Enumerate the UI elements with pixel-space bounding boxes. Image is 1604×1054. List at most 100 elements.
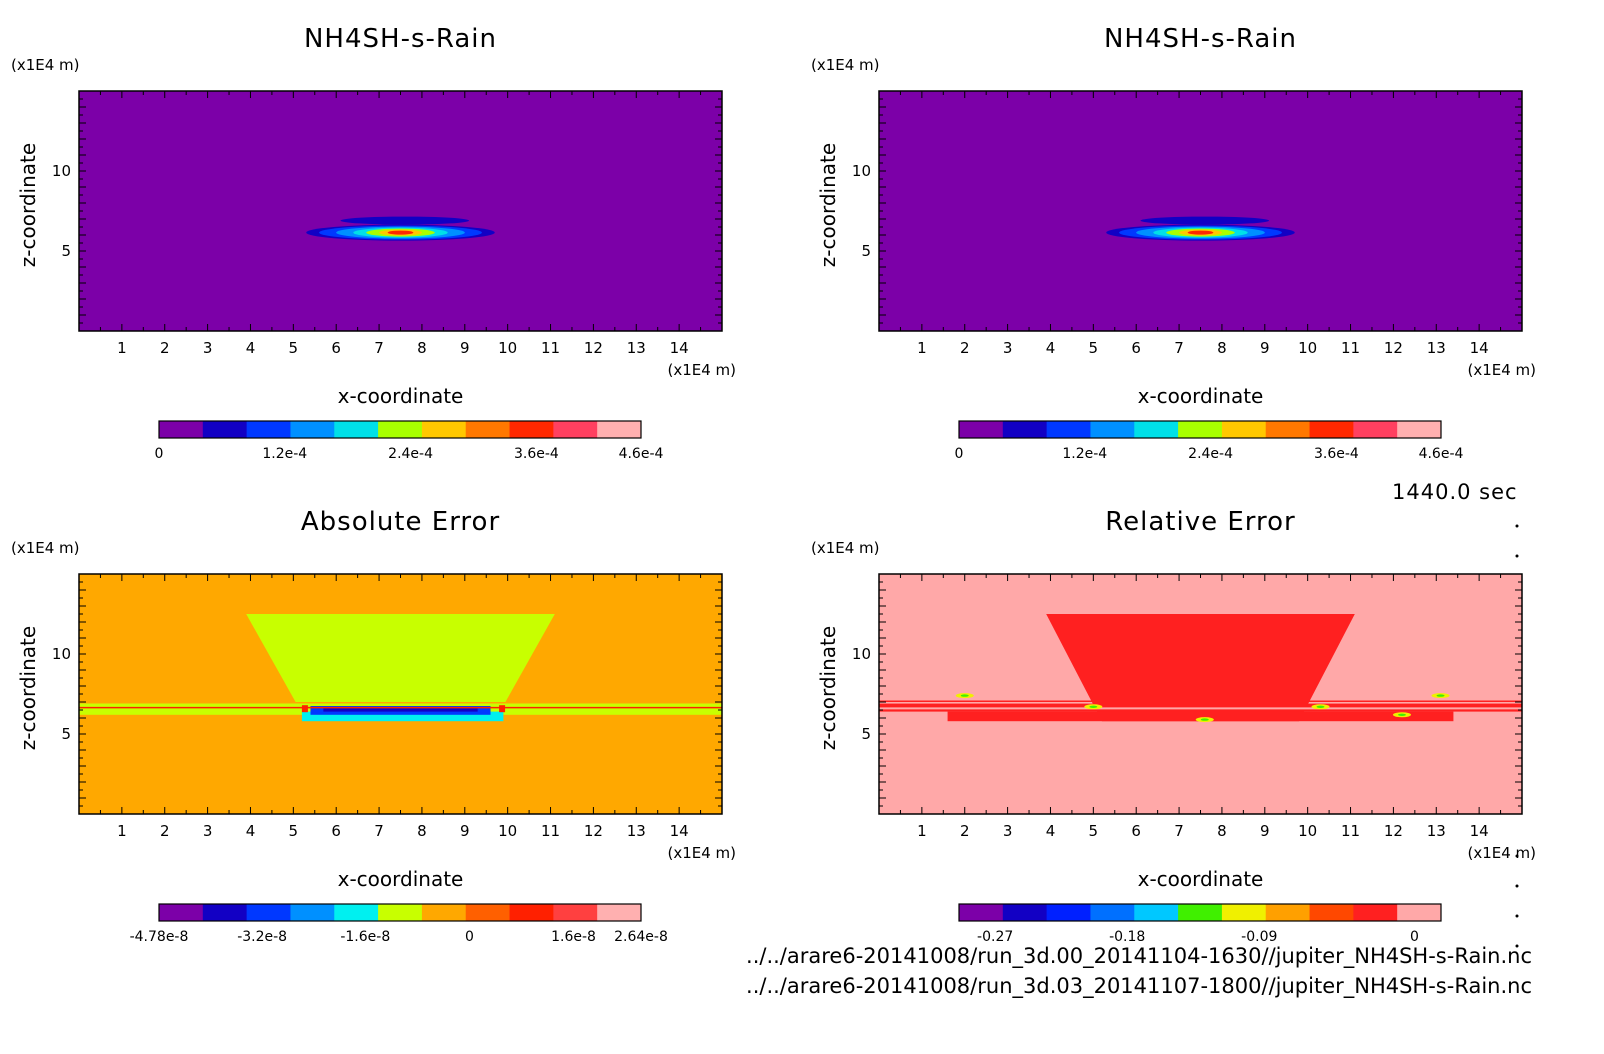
colorbar-label: 0 [955,446,964,462]
colorbar-swatch [378,904,423,921]
x-tick-label: 9 [460,822,470,840]
colorbar-swatch [1134,421,1179,438]
x-tick-label: 14 [1470,822,1489,840]
colorbar-swatch [378,421,423,438]
colorbar-swatch [553,904,598,921]
x-tick-label: 11 [541,339,560,357]
field-background [79,91,722,331]
colorbar-swatch [1178,421,1223,438]
x-tick-label: 10 [498,339,517,357]
colorbar-swatch [290,421,335,438]
colorbar-label: -0.18 [1109,929,1145,945]
colorbar-swatch [1046,904,1091,921]
x-tick-label: 5 [289,822,299,840]
x-tick-label: 2 [960,339,970,357]
field-contours [306,216,495,241]
red-spot [301,705,308,713]
y-tick-label: 10 [52,162,71,180]
x-tick-label: 4 [246,339,256,357]
y-axis-label: z-coordinate [16,143,40,267]
x-tick-label: 4 [1046,339,1056,357]
x-tick-label: 11 [1341,339,1360,357]
small-spot [960,694,969,697]
margin-dot [1515,854,1519,858]
contour-ring [387,230,414,235]
error-region [246,614,555,714]
y-tick-label: 10 [852,645,871,663]
colorbar-swatch [159,421,204,438]
x-tick-label: 7 [374,822,384,840]
x-tick-label: 13 [627,339,646,357]
colorbar-swatch [1353,904,1398,921]
y-axis-label: z-coordinate [816,143,840,267]
red-spot [499,705,506,713]
colorbar-swatch [1134,904,1179,921]
margin-dot [1515,944,1519,948]
colorbar-swatch [465,904,511,921]
colorbar-label: 3.6e-4 [514,446,559,462]
colorbar-label: 2.64e-8 [614,929,668,945]
colorbar: -4.78e-8 -3.2e-8 -1.6e-8 0 1.6e-8 2.64e-8 [130,903,668,945]
x-tick-label: 3 [203,822,213,840]
horizontal-band [947,711,1454,722]
colorbar-label: 0 [1410,929,1419,945]
colorbar-swatch [1221,904,1267,921]
x-tick-label: 14 [670,339,689,357]
colorbar-swatch [290,904,335,921]
x-tick-label: 7 [1174,339,1184,357]
x-tick-label: 7 [1174,822,1184,840]
panel-4: Relative Error(x1E4 m)(x1E4 m)1 2 3 4 5 6 7 8 9 1… [811,507,1536,945]
x-tick-label: 14 [670,822,689,840]
x-tick-label: 4 [246,822,256,840]
x-tick-label: 11 [1341,822,1360,840]
footer-line-1: ../../arare6-20141008/run_3d.00_20141104… [746,944,1532,968]
x-tick-label: 3 [203,339,213,357]
y-tick-label: 5 [61,242,71,260]
panel-3: Absolute Error(x1E4 m)(x1E4 m)1 2 3 4 5 6 7 8 9 1… [11,507,736,945]
x-tick-label: 2 [160,339,170,357]
colorbar-label: 1.2e-4 [1062,446,1107,462]
small-spot [1200,718,1209,721]
margin-dot [1515,524,1519,528]
colorbar-swatch [1002,904,1048,921]
colorbar-label: -3.2e-8 [237,929,287,945]
colorbar-label: -0.09 [1241,929,1277,945]
colorbar-label: 2.4e-4 [388,446,433,462]
colorbar-swatch [597,421,642,438]
y-tick-label: 5 [861,725,871,743]
x-tick-label: 10 [498,822,517,840]
x-tick-label: 8 [1217,822,1227,840]
x-unit-label: (x1E4 m) [667,844,736,862]
x-tick-label: 1 [917,339,927,357]
x-tick-label: 7 [374,339,384,357]
field-contours [1106,216,1295,241]
margin-dot [1515,554,1519,558]
colorbar-frame [958,903,1442,922]
x-tick-label: 3 [1003,822,1013,840]
panel-title: Absolute Error [301,507,500,537]
x-tick-label: 6 [331,822,341,840]
colorbar-swatch [1309,421,1354,438]
colorbar-swatch [597,904,642,921]
x-tick-label: 1 [117,822,127,840]
y-tick-label: 5 [861,242,871,260]
x-tick-label: 5 [1089,822,1099,840]
colorbar-swatch [1046,421,1091,438]
contour-ring [1140,216,1270,225]
colorbar-swatch [1397,421,1442,438]
colorbar-swatch [1353,421,1398,438]
time-label: 1440.0 sec [1392,480,1518,504]
x-tick-label: 9 [1260,822,1270,840]
colorbar-swatch [509,421,554,438]
colorbar-label: 1.6e-8 [551,929,596,945]
x-tick-label: 8 [1217,339,1227,357]
colorbar-swatch [334,421,379,438]
colorbar: -0.27 -0.18 -0.09 0 [958,903,1442,945]
colorbar-swatch [1221,421,1267,438]
x-unit-label: (x1E4 m) [1467,361,1536,379]
small-spot [1397,713,1406,716]
cyan-band [301,711,504,722]
colorbar-swatch [1002,421,1048,438]
x-axis-label: x-coordinate [338,867,464,891]
